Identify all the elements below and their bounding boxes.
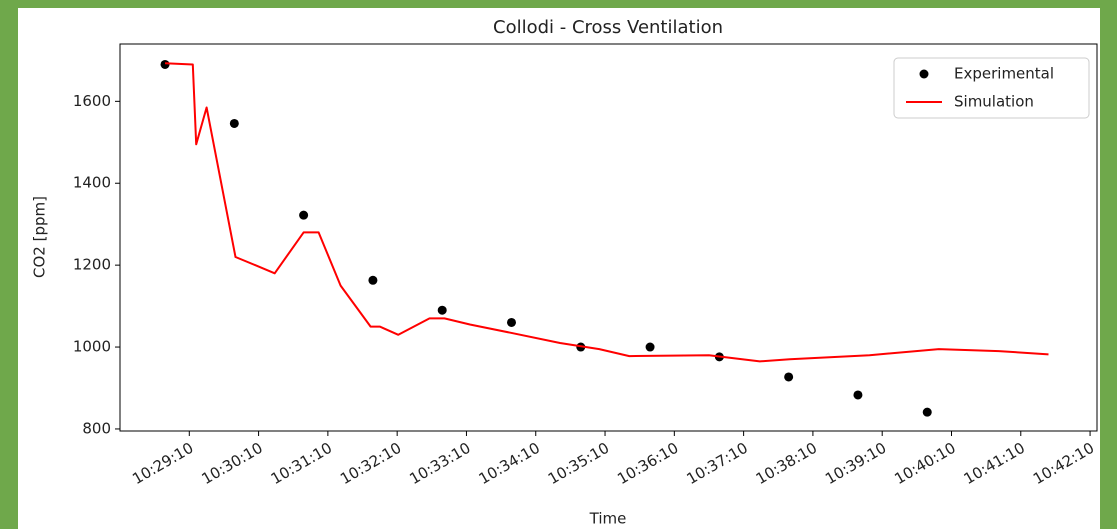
data-point: [853, 390, 863, 400]
data-point: [299, 210, 309, 220]
data-point: [922, 407, 932, 417]
data-point: [645, 342, 655, 352]
data-point: [160, 59, 170, 69]
plot-frame: [119, 43, 1098, 432]
legend-label: Experimental: [954, 65, 1054, 83]
legend-box: [893, 57, 1090, 119]
data-point: [506, 317, 516, 327]
data-point: [368, 275, 378, 285]
data-point: [784, 372, 794, 382]
y-tick-label: 800: [82, 419, 111, 437]
chart-title: Collodi - Cross Ventilation: [493, 17, 723, 38]
data-point: [437, 305, 447, 315]
data-line: [164, 62, 1049, 363]
y-tick-label: 1400: [73, 174, 111, 192]
y-tick-label: 1000: [73, 338, 111, 356]
legend-label: Simulation: [954, 93, 1034, 111]
y-tick-label: 1200: [73, 256, 111, 274]
y-tick-label: 1600: [73, 92, 111, 110]
x-axis-label: Time: [589, 510, 627, 528]
legend-marker: [919, 69, 929, 79]
data-point: [229, 118, 239, 128]
y-axis-label: CO2 [ppm]: [31, 196, 49, 278]
